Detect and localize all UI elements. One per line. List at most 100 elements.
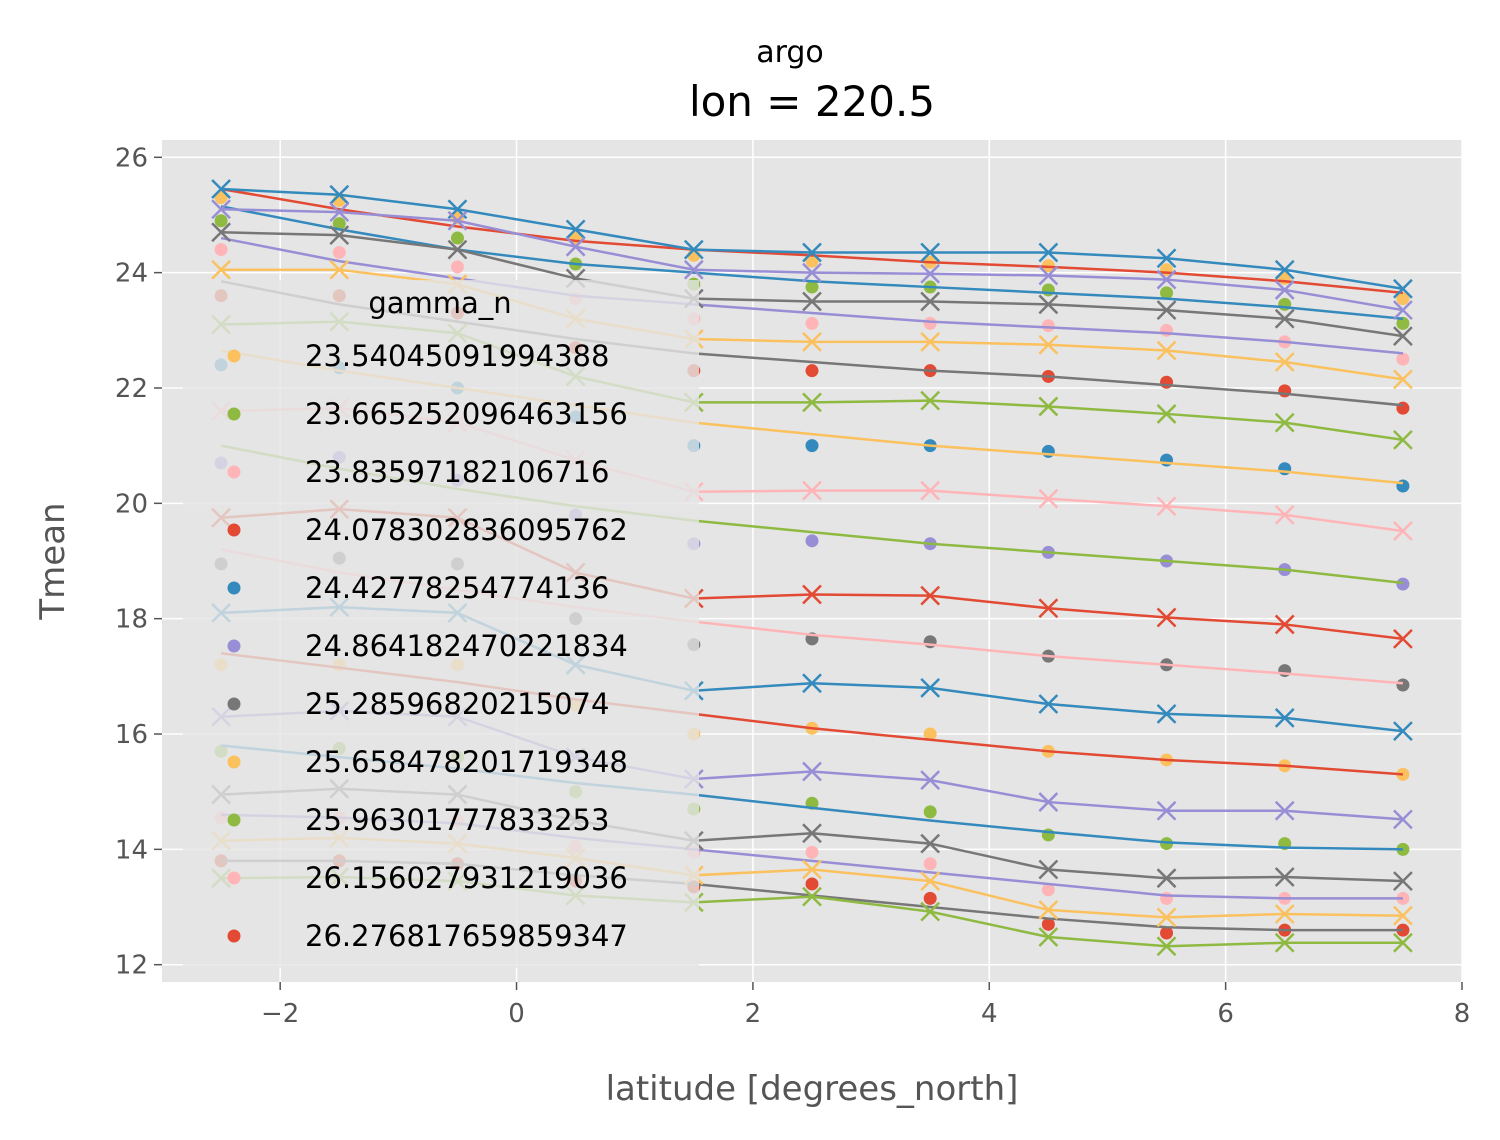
data-point-x (1038, 242, 1059, 263)
legend-marker (227, 929, 241, 943)
data-point-x (683, 239, 704, 260)
legend-label: 25.28596820215074 (305, 687, 609, 721)
y-axis-label: Tmean (33, 502, 73, 620)
data-point-x (920, 677, 941, 698)
series-x-fbc15e-a (211, 259, 1413, 390)
y-tick-label: 18 (115, 605, 148, 635)
data-point (214, 214, 228, 228)
data-point-x (802, 480, 822, 501)
y-tick-label: 20 (115, 489, 148, 519)
legend-label: 26.276817659859347 (305, 919, 628, 953)
y-tick-label: 14 (115, 835, 148, 865)
data-point-x (1274, 504, 1295, 525)
legend-label: 25.658478201719348 (305, 745, 628, 779)
legend-marker (227, 871, 241, 885)
legend-entry: 23.54045091994388 (227, 339, 609, 373)
data-point-x (447, 239, 468, 260)
data-point-x (211, 222, 231, 243)
data-point-x (1274, 308, 1295, 329)
data-point-x (1274, 280, 1295, 300)
data-point-x (920, 901, 941, 922)
data-point (450, 260, 464, 274)
data-point (923, 316, 937, 330)
data-point-x (1393, 326, 1413, 346)
legend-marker (227, 697, 241, 711)
data-point-x (1274, 867, 1295, 887)
legend-entry: 25.96301777833253 (227, 803, 609, 837)
y-tick-label: 12 (115, 951, 148, 981)
data-point-x (802, 673, 822, 694)
data-point-x (1038, 265, 1059, 286)
legend-marker (227, 407, 241, 421)
data-point-x (1038, 900, 1059, 920)
data-point (805, 439, 819, 453)
legend-label: 24.864182470221834 (305, 629, 628, 663)
data-point-x (1038, 396, 1059, 417)
data-point (805, 254, 819, 268)
series-line-988ed5-a (220, 236, 1404, 355)
series-x-348abd (211, 179, 1413, 299)
y-tick-label: 16 (115, 720, 148, 750)
legend-title: gamma_n (368, 286, 511, 320)
x-tick-label: 8 (1454, 999, 1471, 1029)
data-point-x (1038, 927, 1059, 947)
legend: gamma_n 23.54045091994388 23.665252096463… (183, 280, 699, 968)
data-point-x (1274, 800, 1295, 821)
y-tick-label: 24 (115, 259, 148, 289)
data-point-x (920, 585, 941, 606)
data-point (923, 805, 937, 819)
data-point-x (1393, 871, 1413, 891)
series-line (220, 205, 1404, 321)
legend-entry: 23.665252096463156 (227, 397, 628, 431)
legend-label: 25.96301777833253 (305, 803, 609, 837)
data-point-x (1156, 269, 1177, 290)
series-line (220, 236, 1404, 355)
data-point-x (920, 871, 941, 891)
data-point-x (1393, 721, 1413, 742)
data-point-x (920, 770, 941, 791)
data-point-x (1038, 694, 1059, 714)
data-point-x (1156, 607, 1177, 628)
x-tick-label: 6 (1217, 999, 1234, 1029)
data-point (1041, 444, 1055, 458)
legend-marker (227, 755, 241, 769)
data-point-x (329, 184, 350, 205)
data-point-x (211, 259, 231, 280)
legend-background (183, 280, 699, 968)
data-point-x (920, 390, 941, 411)
series-line (220, 187, 1404, 295)
data-point-x (1038, 792, 1059, 812)
data-point (1160, 286, 1174, 300)
data-point-x (920, 242, 941, 263)
data-point-x (1156, 496, 1177, 517)
data-point-x (1156, 340, 1177, 361)
legend-label: 24.078302836095762 (305, 513, 628, 547)
data-point (450, 231, 464, 245)
data-point-x (802, 331, 822, 352)
data-point (214, 191, 228, 205)
legend-entry: 24.42778254774136 (227, 571, 609, 605)
data-point-x (1038, 598, 1059, 619)
legend-entry: 25.28596820215074 (227, 687, 609, 721)
data-point-x (1038, 334, 1059, 355)
data-point-x (211, 199, 231, 220)
data-point (332, 217, 346, 231)
legend-entry: 23.83597182106716 (227, 455, 609, 489)
data-point-x (329, 259, 350, 280)
data-point-x (1393, 905, 1413, 926)
data-point-x (1156, 300, 1177, 321)
series-x-988ed5-a (211, 199, 1413, 321)
data-point (1396, 316, 1410, 330)
data-point-x (1274, 352, 1295, 372)
data-point (1041, 883, 1055, 897)
data-point (805, 280, 819, 294)
data-point-x (920, 331, 941, 352)
data-point-x (329, 225, 350, 246)
legend-entry: 24.078302836095762 (227, 513, 628, 547)
legend-entry: 26.156027931219036 (227, 861, 628, 895)
legend-marker (227, 639, 241, 653)
data-point (805, 877, 819, 891)
data-point (1041, 319, 1055, 333)
legend-marker (227, 465, 241, 479)
